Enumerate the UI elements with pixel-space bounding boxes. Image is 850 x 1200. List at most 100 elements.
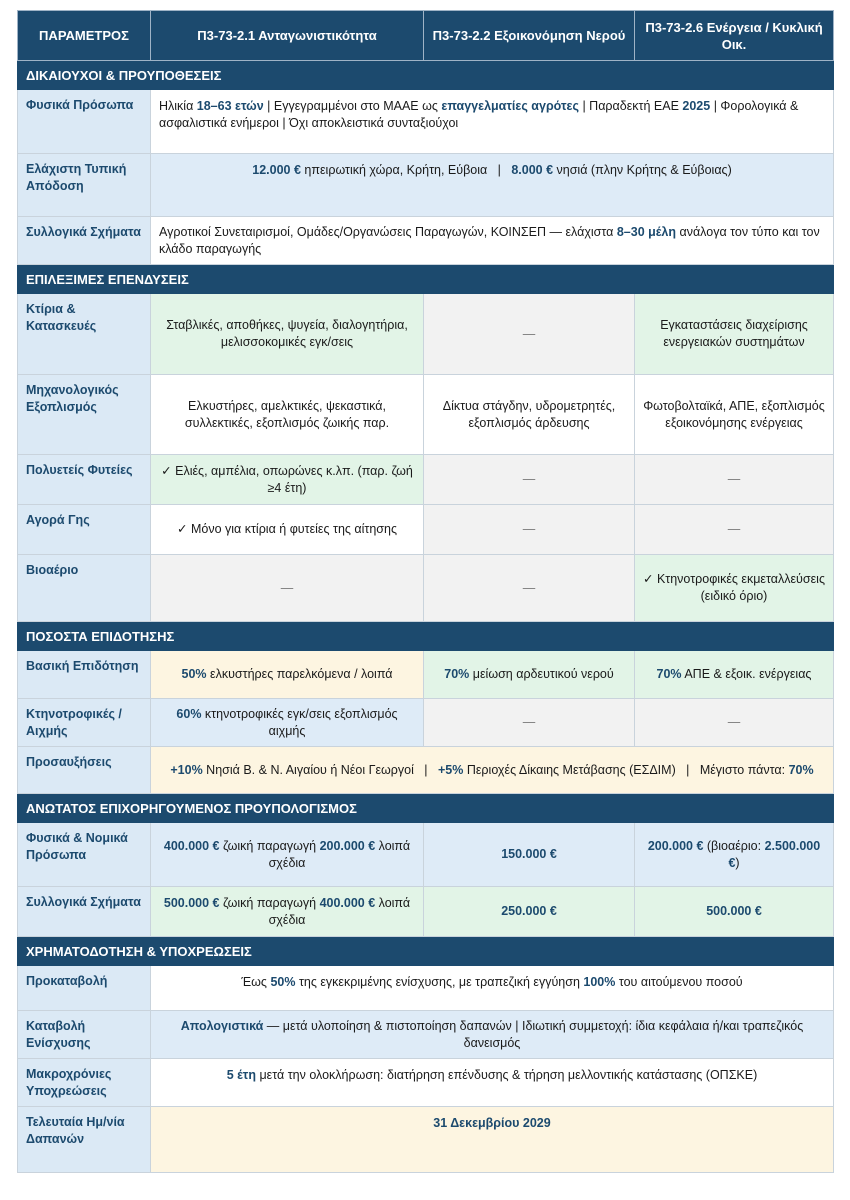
- row-label: Βασική Επιδότηση: [17, 650, 151, 699]
- cell-text: Σταβλικές, αποθήκες, ψυγεία, διαλογητήρι…: [166, 318, 412, 349]
- table-cell: Σταβλικές, αποθήκες, ψυγεία, διαλογητήρι…: [150, 293, 424, 375]
- table-cell: 60% κτηνοτροφικές εγκ/σεις εξοπλισμός αι…: [150, 698, 424, 747]
- cell-text: Εγκαταστάσεις διαχείρισης ενεργειακών συ…: [660, 318, 812, 349]
- table-cell: 200.000 € (βιοαέριο: 2.500.000 €): [634, 822, 834, 887]
- cell-text: —: [522, 580, 536, 595]
- highlighted-value: +10%: [170, 762, 203, 777]
- table-row: Φυσικά & Νομικά Πρόσωπα 400.000 € ζωική π…: [17, 822, 834, 887]
- cell-text: Περιοχές Δίκαιης Μετάβασης (ΕΣΔΙΜ) | Μέγ…: [463, 762, 789, 777]
- not-applicable-cell: —: [634, 504, 834, 555]
- cell-text: λοιπά σχέδια: [268, 838, 414, 870]
- highlighted-value: 31 Δεκεμβρίου 2029: [433, 1116, 551, 1130]
- cell-text: ηπειρωτική χώρα, Κρήτη, Εύβοια |: [300, 163, 512, 177]
- table-cell: 500.000 €: [634, 886, 834, 937]
- highlighted-value: 150.000 €: [501, 847, 557, 861]
- highlighted-value: 8.000 €: [511, 163, 554, 177]
- table-row: Κτίρια & Κατασκευές Σταβλικές, αποθήκες, …: [17, 293, 834, 375]
- cell-text: ): [735, 855, 740, 870]
- cell-text: ΑΠΕ & εξοικ. ενέργειας: [681, 667, 812, 681]
- highlighted-value: +5%: [437, 762, 464, 777]
- highlighted-value: 60%: [176, 706, 202, 721]
- cell-text: —: [727, 472, 741, 486]
- row-label: Συλλογικά Σχήματα: [17, 216, 151, 265]
- highlighted-value: 2.500.000 €: [728, 838, 824, 870]
- cell-text: | Φορολογικά & ασφαλιστικά ενήμεροι | Όχ…: [159, 99, 802, 130]
- table-cell: 5 έτη μετά την ολοκλήρωση: διατήρηση επέ…: [150, 1058, 834, 1107]
- row-label: Φυσικά & Νομικά Πρόσωπα: [17, 822, 151, 887]
- highlighted-value: 12.000 €: [252, 163, 301, 177]
- row-label: Μακροχρόνιες Υποχρεώσεις: [17, 1058, 151, 1107]
- table-row: Προκαταβολή Έως 50% της εγκεκριμένης ενίσ…: [17, 965, 834, 1011]
- cell-text: (βιοαέριο:: [703, 838, 765, 853]
- header-row: ΠΑΡΑΜΕΤΡΟΣ Π3-73-2.1 Ανταγωνιστικότητα Π…: [17, 10, 834, 61]
- cell-text: λοιπά σχέδια: [268, 895, 414, 927]
- table-cell: 150.000 €: [423, 822, 635, 887]
- table-row: Συλλογικά Σχήματα Αγροτικοί Συνεταιρισμοί…: [17, 216, 834, 265]
- table-row: Βιοαέριο — — ✓ Κτηνοτροφικές εκμεταλλεύσεις…: [17, 554, 834, 622]
- table-cell: 70% ΑΠΕ & εξοικ. ενέργειας: [634, 650, 834, 699]
- not-applicable-cell: —: [423, 504, 635, 555]
- cell-text: Νησιά Β. & Ν. Αιγαίου ή Νέοι Γεωργοί |: [202, 762, 438, 777]
- table-row: Μηχανολογικός Εξοπλισμός Ελκυστήρες, αμελ…: [17, 374, 834, 455]
- row-label: Τελευταία Ημ/νία Δαπανών: [17, 1106, 151, 1173]
- highlighted-value: 18–63 ετών: [196, 99, 264, 113]
- table-cell: Φωτοβολταϊκά, ΑΠΕ, εξοπλισμός εξοικονόμη…: [634, 374, 834, 455]
- table-cell: 12.000 € ηπειρωτική χώρα, Κρήτη, Εύβοια …: [150, 153, 834, 217]
- table-cell: 50% ελκυστήρες παρελκόμενα / λοιπά: [150, 650, 424, 699]
- cell-text: Έως: [241, 975, 271, 989]
- cell-text: Αγροτικοί Συνεταιρισμοί, Ομάδες/Οργανώσε…: [159, 224, 617, 239]
- table-row: Τελευταία Ημ/νία Δαπανών 31 Δεκεμβρίου 20…: [17, 1106, 834, 1173]
- highlighted-value: 8–30 μέλη: [616, 224, 676, 239]
- row-label: Κτηνοτροφικές / Αιχμής: [17, 698, 151, 747]
- highlighted-value: 70%: [788, 762, 814, 777]
- highlighted-value: επαγγελματίες αγρότες: [441, 99, 579, 113]
- table-row: Καταβολή Ενίσχυσης Απολογιστικά — μετά υλ…: [17, 1010, 834, 1059]
- cell-text: ✓ Κτηνοτροφικές εκμεταλλεύσεις (ειδικό ό…: [643, 572, 829, 603]
- row-label: Προκαταβολή: [17, 965, 151, 1011]
- table-cell: 250.000 €: [423, 886, 635, 937]
- table-cell: Αγροτικοί Συνεταιρισμοί, Ομάδες/Οργανώσε…: [150, 216, 834, 265]
- table-cell: ✓ Κτηνοτροφικές εκμεταλλεύσεις (ειδικό ό…: [634, 554, 834, 622]
- row-label: Μηχανολογικός Εξοπλισμός: [17, 374, 151, 455]
- cell-text: —: [727, 522, 741, 536]
- not-applicable-cell: —: [423, 698, 635, 747]
- cell-text: κτηνοτροφικές εγκ/σεις εξοπλισμός αιχμής: [201, 706, 402, 738]
- row-label: Συλλογικά Σχήματα: [17, 886, 151, 937]
- not-applicable-cell: —: [423, 554, 635, 622]
- table-row: Πολυετείς Φυτείες ✓ Ελιές, αμπέλια, οπωρώ…: [17, 454, 834, 505]
- table-row: Αγορά Γης ✓ Μόνο για κτίρια ή φυτείες της…: [17, 504, 834, 555]
- section-header: ΧΡΗΜΑΤΟΔΟΤΗΣΗ & ΥΠΟΧΡΕΩΣΕΙΣ: [17, 936, 834, 966]
- highlighted-value: 400.000 €: [319, 895, 376, 910]
- cell-text: —: [522, 715, 536, 729]
- table-cell: Ηλικία 18–63 ετών | Εγγεγραμμένοι στο ΜΑ…: [150, 89, 834, 154]
- highlighted-value: 200.000 €: [647, 838, 704, 853]
- table-row: Συλλογικά Σχήματα 500.000 € ζωική παραγωγ…: [17, 886, 834, 937]
- cell-text: του αιτούμενου ποσού: [615, 975, 743, 989]
- cell-text: μείωση αρδευτικού νερού: [469, 667, 614, 681]
- cell-text: μετά την ολοκλήρωση: διατήρηση επένδυσης…: [256, 1068, 758, 1082]
- cell-text: νησιά (πλην Κρήτης & Εύβοιας): [553, 163, 732, 177]
- header-parameter: ΠΑΡΑΜΕΤΡΟΣ: [17, 10, 151, 61]
- table-row: Κτηνοτροφικές / Αιχμής 60% κτηνοτροφικές …: [17, 698, 834, 747]
- not-applicable-cell: —: [634, 454, 834, 505]
- cell-text: —: [280, 580, 294, 595]
- table-row: Φυσικά Πρόσωπα Ηλικία 18–63 ετών | Εγγεγρ…: [17, 89, 834, 154]
- row-label: Αγορά Γης: [17, 504, 151, 555]
- row-label: Φυσικά Πρόσωπα: [17, 89, 151, 154]
- highlighted-value: 200.000 €: [319, 838, 376, 853]
- table-cell: Δίκτυα στάγδην, υδρομετρητές, εξοπλισμός…: [423, 374, 635, 455]
- table-row: Προσαυξήσεις +10% Νησιά Β. & Ν. Αιγαίου ή…: [17, 746, 834, 794]
- cell-text: | Εγγεγραμμένοι στο ΜΑΑΕ ως: [263, 99, 442, 113]
- cell-text: Ελκυστήρες, αμελκτικές, ψεκαστικά, συλλε…: [184, 398, 390, 430]
- row-label: Βιοαέριο: [17, 554, 151, 622]
- cell-text: ελκυστήρες παρελκόμενα / λοιπά: [206, 667, 393, 681]
- section-title: ΑΝΩΤΑΤΟΣ ΕΠΙΧΟΡΗΓΟΥΜΕΝΟΣ ΠΡΟΥΠΟΛΟΓΙΣΜΟΣ: [17, 793, 834, 823]
- section-title: ΠΟΣΟΣΤΑ ΕΠΙΔΟΤΗΣΗΣ: [17, 621, 834, 651]
- table-row: Μακροχρόνιες Υποχρεώσεις 5 έτη μετά την ο…: [17, 1058, 834, 1107]
- cell-text: Φωτοβολταϊκά, ΑΠΕ, εξοπλισμός εξοικονόμη…: [643, 398, 829, 430]
- highlighted-value: 250.000 €: [501, 904, 557, 918]
- section-title: ΔΙΚΑΙΟΥΧΟΙ & ΠΡΟΥΠΟΘΕΣΕΙΣ: [17, 60, 834, 90]
- cell-text: Ηλικία: [159, 99, 197, 113]
- table-cell: 500.000 € ζωική παραγωγή 400.000 € λοιπά…: [150, 886, 424, 937]
- highlighted-value: 100%: [583, 975, 616, 989]
